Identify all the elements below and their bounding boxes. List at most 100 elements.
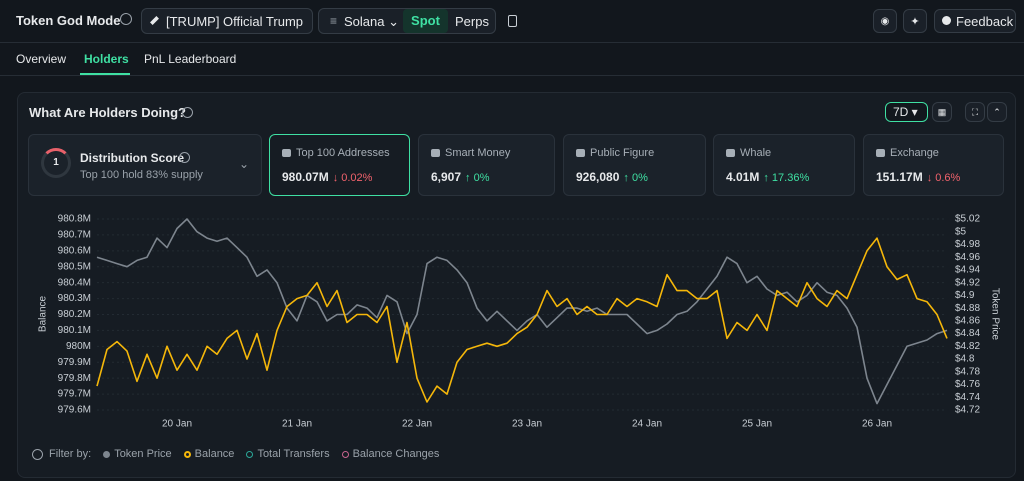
legend-marker xyxy=(246,450,254,458)
fullscreen-button[interactable]: ⛶ xyxy=(965,102,985,122)
series-line xyxy=(96,218,948,405)
feedback-label: Feedback xyxy=(956,13,1014,29)
stat-change: ↑ 0% xyxy=(465,172,490,184)
x-tick-label: 24 Jan xyxy=(632,419,662,430)
legend-label: Token Price xyxy=(114,448,172,460)
legend-marker xyxy=(341,450,349,458)
panel-title: What Are Holders Doing? xyxy=(29,105,186,120)
y-tick-label: 980.7M xyxy=(58,230,91,241)
y2-tick-label: $4.74 xyxy=(955,392,980,403)
legend-marker xyxy=(183,450,191,458)
stat-label: Public Figure xyxy=(590,147,655,159)
app-title: Token God Mode xyxy=(16,13,121,28)
stat-number: 6,907 xyxy=(431,170,462,184)
info-icon[interactable] xyxy=(179,152,190,163)
legend-item[interactable]: Balance xyxy=(183,448,235,460)
filter-label: Filter by: xyxy=(49,448,92,460)
y2-tick-label: $4.78 xyxy=(955,366,980,377)
y-axis-title: Balance xyxy=(38,295,49,332)
y2-tick-label: $4.92 xyxy=(955,277,980,288)
token-name: [TRUMP] Official Trump xyxy=(166,13,304,29)
stat-card: Smart Money 6,907 ↑ 0% xyxy=(418,134,555,196)
stat-label: Exchange xyxy=(890,147,939,159)
stat-label: Top 100 Addresses xyxy=(296,147,390,159)
y2-tick-label: $5.02 xyxy=(955,214,980,225)
stat-card: Exchange 151.17M ↓ 0.6% xyxy=(863,134,1004,196)
y2-axis-title: Token Price xyxy=(989,288,1000,341)
stat-number: 151.17M xyxy=(876,170,923,184)
chain-name: Solana xyxy=(344,14,385,29)
y-tick-label: 980.1M xyxy=(58,325,91,336)
legend-label: Balance xyxy=(194,448,235,460)
y-tick-label: 979.6M xyxy=(58,405,91,416)
legend-item[interactable]: Token Price xyxy=(103,448,172,460)
expand-icon[interactable]: ⌄ xyxy=(239,157,250,171)
stat-value: 151.17M ↓ 0.6% xyxy=(876,170,960,184)
y-tick-label: 980.2M xyxy=(58,309,91,320)
y-tick-label: 979.7M xyxy=(58,389,91,400)
score: 1 xyxy=(53,157,59,168)
chain-selector[interactable]: Solana ⌄ xyxy=(344,14,399,29)
distribution-card: 1 Distribution Score Top 100 hold 83% su… xyxy=(28,134,262,196)
y2-tick-label: $4.96 xyxy=(955,252,980,263)
legend-item[interactable]: Total Transfers xyxy=(246,448,330,460)
tab[interactable]: PnL Leaderboard xyxy=(144,52,237,66)
stat-number: 980.07M xyxy=(282,170,329,184)
y-tick-label: 980.5M xyxy=(58,261,91,272)
feedback-icon xyxy=(942,16,951,25)
legend: Filter by: Token Price Balance Total Trans… xyxy=(32,448,439,460)
y-tick-label: 979.9M xyxy=(58,357,91,368)
score-title: Distribution Score xyxy=(80,151,185,165)
collapse-button[interactable]: ⌃ xyxy=(987,102,1007,122)
stat-icon xyxy=(431,149,440,157)
pin-button[interactable]: ✦ xyxy=(903,9,927,33)
stat-label: Whale xyxy=(740,147,772,159)
stat-card: Whale 4.01M ↑ 17.36% xyxy=(713,134,855,196)
tab-active[interactable]: Holders xyxy=(84,52,129,66)
legend-item[interactable]: Balance Changes xyxy=(341,448,440,460)
token-selector[interactable]: [TRUMP] Official Trump xyxy=(141,8,314,34)
stat-card: Public Figure 926,080 ↑ 0% xyxy=(563,134,706,196)
spot-tab[interactable]: Spot xyxy=(403,9,448,33)
perps-tab[interactable]: Perps xyxy=(455,14,489,29)
y2-tick-label: $5 xyxy=(955,226,967,237)
legend-label: Balance Changes xyxy=(352,448,440,460)
stat-change: ↑ 17.36% xyxy=(763,172,810,184)
watch-button[interactable]: ◉ xyxy=(873,9,897,33)
stat-icon xyxy=(876,149,885,157)
stat-value: 4.01M ↑ 17.36% xyxy=(726,170,809,184)
stat-icon xyxy=(576,149,585,157)
stat-card: Top 100 Addresses 980.07M ↓ 0.02% xyxy=(269,134,410,196)
stat-change: ↓ 0.02% xyxy=(332,172,373,184)
period-label: 7D xyxy=(893,105,909,119)
period-selector[interactable]: 7D ▾ xyxy=(885,102,928,122)
tab[interactable]: Overview xyxy=(16,52,67,66)
y2-tick-label: $4.84 xyxy=(955,328,980,339)
stat-change: ↑ 0% xyxy=(623,172,648,184)
legend-label: Total Transfers xyxy=(257,448,330,460)
y2-tick-label: $4.88 xyxy=(955,303,980,314)
copy-icon[interactable] xyxy=(508,15,517,27)
x-tick-label: 25 Jan xyxy=(742,419,772,430)
stat-icon xyxy=(726,149,735,157)
stat-label: Smart Money xyxy=(445,147,511,159)
y-tick-label: 980.6M xyxy=(58,245,91,256)
info-icon[interactable] xyxy=(120,13,132,25)
chain-icon: ≡ xyxy=(330,14,338,28)
tab-underline xyxy=(80,73,130,75)
y2-tick-label: $4.86 xyxy=(955,316,980,327)
stat-value: 980.07M ↓ 0.02% xyxy=(282,170,372,184)
stat-value: 926,080 ↑ 0% xyxy=(576,170,648,184)
score-subtitle: Top 100 hold 83% supply xyxy=(80,169,203,181)
info-icon[interactable] xyxy=(182,107,193,118)
stat-number: 4.01M xyxy=(726,170,760,184)
y2-tick-label: $4.72 xyxy=(955,405,980,416)
x-tick-label: 20 Jan xyxy=(162,419,192,430)
y2-tick-label: $4.94 xyxy=(955,265,980,276)
y2-tick-label: $4.82 xyxy=(955,341,980,352)
series-line xyxy=(96,237,948,403)
calendar-button[interactable]: ▦ xyxy=(932,102,952,122)
x-tick-label: 22 Jan xyxy=(402,419,432,430)
